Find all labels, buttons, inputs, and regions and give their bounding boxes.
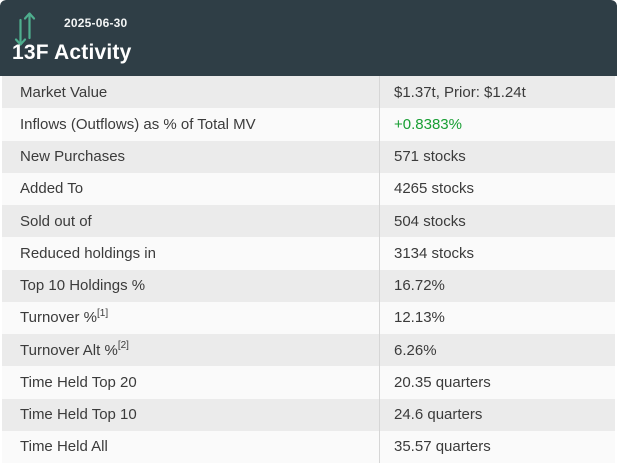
card-title: 13F Activity [12, 41, 132, 64]
row-label: Time Held Top 10 [20, 406, 137, 424]
13f-activity-table: Market Value $1.37t, Prior: $1.24t Inflo… [0, 76, 617, 463]
table-row: Sold out of 504 stocks [2, 205, 615, 238]
row-value: 35.57 quarters [379, 430, 615, 463]
up-down-arrows-icon [14, 12, 36, 46]
table-row: New Purchases 571 stocks [2, 140, 615, 173]
row-label: Market Value [20, 83, 108, 101]
row-label-text: Turnover Alt % [20, 341, 118, 359]
row-value: 571 stocks [379, 140, 615, 173]
row-value: 3134 stocks [379, 237, 615, 270]
row-label: Added To [20, 180, 84, 198]
row-value: 16.72% [379, 269, 615, 302]
row-label: New Purchases [20, 148, 126, 166]
table-row: Time Held Top 20 20.35 quarters [2, 366, 615, 399]
row-label: Turnover Alt % [2] [20, 340, 129, 359]
row-label-text: Turnover % [20, 309, 97, 327]
table-row: Inflows (Outflows) as % of Total MV +0.8… [2, 108, 615, 141]
table-row: Added To 4265 stocks [2, 172, 615, 205]
card-header: 2025-06-30 13F Activity [0, 0, 617, 76]
row-value: +0.8383% [379, 108, 615, 141]
report-date: 2025-06-30 [64, 16, 128, 30]
row-label: Top 10 Holdings % [20, 277, 146, 295]
table-row: Turnover % [1] 12.13% [2, 301, 615, 334]
table-row: Turnover Alt % [2] 6.26% [2, 334, 615, 367]
table-row: Time Held Top 10 24.6 quarters [2, 398, 615, 431]
row-value: 504 stocks [379, 205, 615, 238]
table-row: Top 10 Holdings % 16.72% [2, 269, 615, 302]
row-value: 6.26% [379, 334, 615, 367]
row-value: 12.13% [379, 301, 615, 334]
row-label: Sold out of [20, 212, 92, 230]
table-row: Market Value $1.37t, Prior: $1.24t [2, 76, 615, 109]
row-value: 20.35 quarters [379, 366, 615, 399]
row-label: Time Held All [20, 438, 108, 456]
row-label: Inflows (Outflows) as % of Total MV [20, 115, 256, 133]
row-label: Reduced holdings in [20, 244, 156, 262]
table-row: Reduced holdings in 3134 stocks [2, 237, 615, 270]
row-value: 24.6 quarters [379, 398, 615, 431]
row-value: 4265 stocks [379, 172, 615, 205]
row-label: Turnover % [1] [20, 307, 109, 327]
row-value: $1.37t, Prior: $1.24t [379, 76, 615, 109]
row-label: Time Held Top 20 [20, 373, 137, 391]
table-row: Time Held All 35.57 quarters [2, 430, 615, 463]
